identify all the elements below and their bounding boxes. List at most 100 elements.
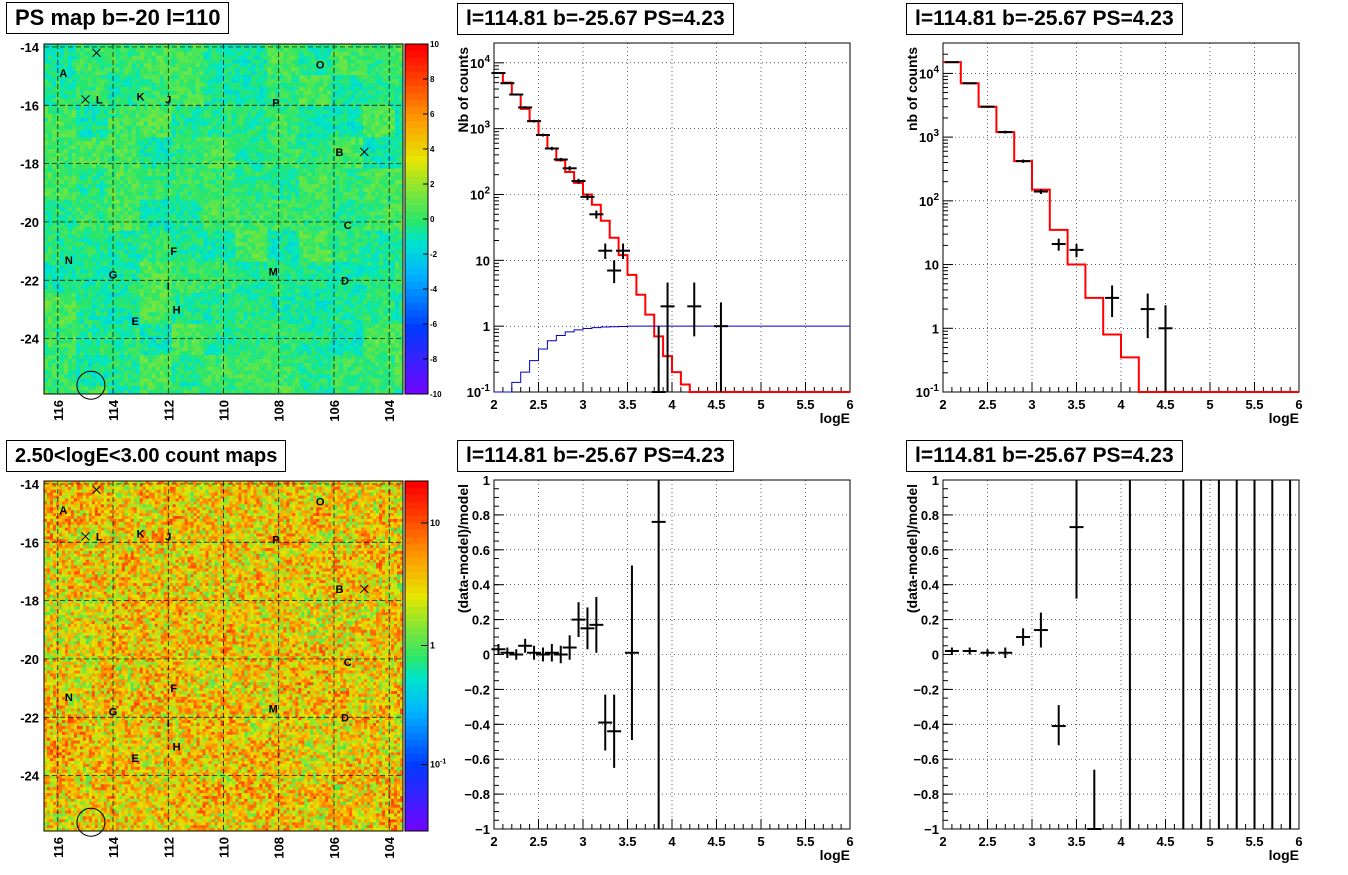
y-tick-label: 102 <box>919 192 939 209</box>
residual-plot-right: 2 2.5 3 3.5 4 4.5 5 5.5 6 −1 −0.8 −0.6 −0.4 −0.2 0 0.2 0… <box>904 473 1303 863</box>
color-bar-segment <box>405 331 428 339</box>
color-bar-segment <box>405 607 428 615</box>
source-cross-marker <box>92 48 101 58</box>
color-bar-exponent: -1 <box>440 759 446 766</box>
x-tick-label: 2 <box>490 397 497 412</box>
y-tick-label: 0 <box>483 648 490 663</box>
color-bar-segment <box>405 240 428 248</box>
x-tick-label: 3.5 <box>1067 397 1085 412</box>
color-bar-segment <box>405 338 428 346</box>
color-bar-segment <box>405 296 428 304</box>
x-tick-label: 6 <box>1295 397 1302 412</box>
color-bar-segment <box>405 170 428 178</box>
color-bar-segment <box>405 268 428 276</box>
color-bar-segment <box>405 726 428 734</box>
y-tick-exponent: 3 <box>484 120 490 131</box>
source-label: C <box>344 220 352 232</box>
y-tick-label: 0.6 <box>472 543 490 558</box>
color-bar-segment <box>405 205 428 213</box>
color-bar-segment <box>405 282 428 290</box>
source-label: G <box>109 269 118 281</box>
map-y-tick-label: -14 <box>20 477 40 492</box>
color-bar-segment <box>405 107 428 115</box>
color-bar-segment <box>405 782 428 790</box>
color-bar-segment <box>405 530 428 538</box>
source-label: I <box>167 718 170 730</box>
map-y-tick-label: -24 <box>20 332 40 347</box>
x-tick-label: 2 <box>939 834 946 849</box>
color-bar-segment <box>405 551 428 559</box>
x-tick-label: 4.5 <box>1156 834 1174 849</box>
map-y-tick-label: -20 <box>20 652 39 667</box>
color-bar-label: 0 <box>430 215 435 224</box>
map-y-tick-label: -22 <box>20 710 39 725</box>
color-bar-segment <box>405 775 428 783</box>
color-bar-label: 10 <box>430 518 440 528</box>
map-x-tick-label: 116 <box>51 837 66 858</box>
y-tick-label: −0.8 <box>464 787 490 802</box>
source-cross-marker <box>359 584 369 594</box>
color-bar-label: -6 <box>430 320 438 329</box>
spectrum-title-right: l=114.81 b=-25.67 PS=4.23 <box>906 3 1183 35</box>
color-bar-segment <box>405 579 428 587</box>
y-tick-label: 103 <box>470 120 490 137</box>
color-bar-label: -8 <box>430 355 438 364</box>
spectrum-title-left: l=114.81 b=-25.67 PS=4.23 <box>457 3 734 35</box>
source-label: O <box>316 59 325 71</box>
color-bar-segment <box>405 488 428 496</box>
source-cross-marker <box>359 147 369 157</box>
x-tick-label: 5 <box>757 397 764 412</box>
color-bar-segment <box>405 684 428 692</box>
color-bar-segment <box>405 135 428 143</box>
x-tick-label: 4 <box>668 834 676 849</box>
color-bar-segment <box>405 149 428 157</box>
color-bar-segment <box>405 261 428 269</box>
map-y-tick-label: -16 <box>20 535 39 550</box>
x-tick-label: 5 <box>1206 397 1213 412</box>
y-tick-label: 10 <box>925 258 939 273</box>
color-bar-segment <box>405 163 428 171</box>
color-bar-segment <box>405 523 428 531</box>
x-tick-label: 5.5 <box>796 397 814 412</box>
color-bar-segment <box>405 51 428 59</box>
color-bar-segment <box>405 733 428 741</box>
x-tick-label: 4 <box>668 397 676 412</box>
y-tick-label: 10 <box>476 253 490 268</box>
color-bar-label: 2 <box>430 180 435 189</box>
count-map-title: 2.50<logE<3.00 count maps <box>6 440 287 472</box>
color-bar-segment <box>405 565 428 573</box>
source-label: F <box>170 683 177 695</box>
color-bar-segment <box>405 121 428 129</box>
x-tick-label: 3 <box>579 834 586 849</box>
y-tick-label: 104 <box>919 64 939 81</box>
color-bar-segment <box>405 184 428 192</box>
map-pixels <box>44 481 404 832</box>
map-x-tick-label: 110 <box>217 837 232 858</box>
ps-map-pad: 116 114 112 110 108 106 104 -14 -16 -18 -20 -22 -24 A… <box>0 0 449 437</box>
color-bar-segment <box>405 572 428 580</box>
source-label: N <box>65 255 73 267</box>
y-tick-label: −1 <box>475 822 490 837</box>
y-tick-exponent: 2 <box>933 192 939 203</box>
spectrum-plot-right: 2 2.5 3 3.5 4 4.5 5 5.5 6 10-1 1 10 102 103 104 logE nb … <box>904 42 1303 426</box>
color-bar-segment <box>405 481 428 489</box>
color-bar-segment <box>405 677 428 685</box>
color-bar-segment <box>405 495 428 503</box>
color-bar-segment <box>405 359 428 367</box>
count-map-plot: 116 114 112 110 108 106 104-14-16-18-20-22-24A… <box>20 477 446 859</box>
source-label: B <box>336 147 344 159</box>
color-bar-segment <box>405 114 428 122</box>
spectrum-plot-left: 2 2.5 3 3.5 4 4.5 5 5.5 6 10-1 1 10 102 103 104 logE Nb … <box>455 42 854 426</box>
source-label: F <box>170 246 177 258</box>
y-tick-label: −0.2 <box>464 682 490 697</box>
y-tick-label: 10-1 <box>467 383 491 400</box>
source-label: L <box>96 94 103 106</box>
y-tick-label: −0.2 <box>913 682 939 697</box>
y-tick-label: 1 <box>932 473 939 488</box>
target-circle <box>76 807 106 837</box>
color-bar-segment <box>405 128 428 136</box>
color-bar-segment <box>405 212 428 220</box>
source-label: L <box>96 531 103 543</box>
color-bar-segment <box>405 537 428 545</box>
x-tick-label: 2 <box>490 834 497 849</box>
